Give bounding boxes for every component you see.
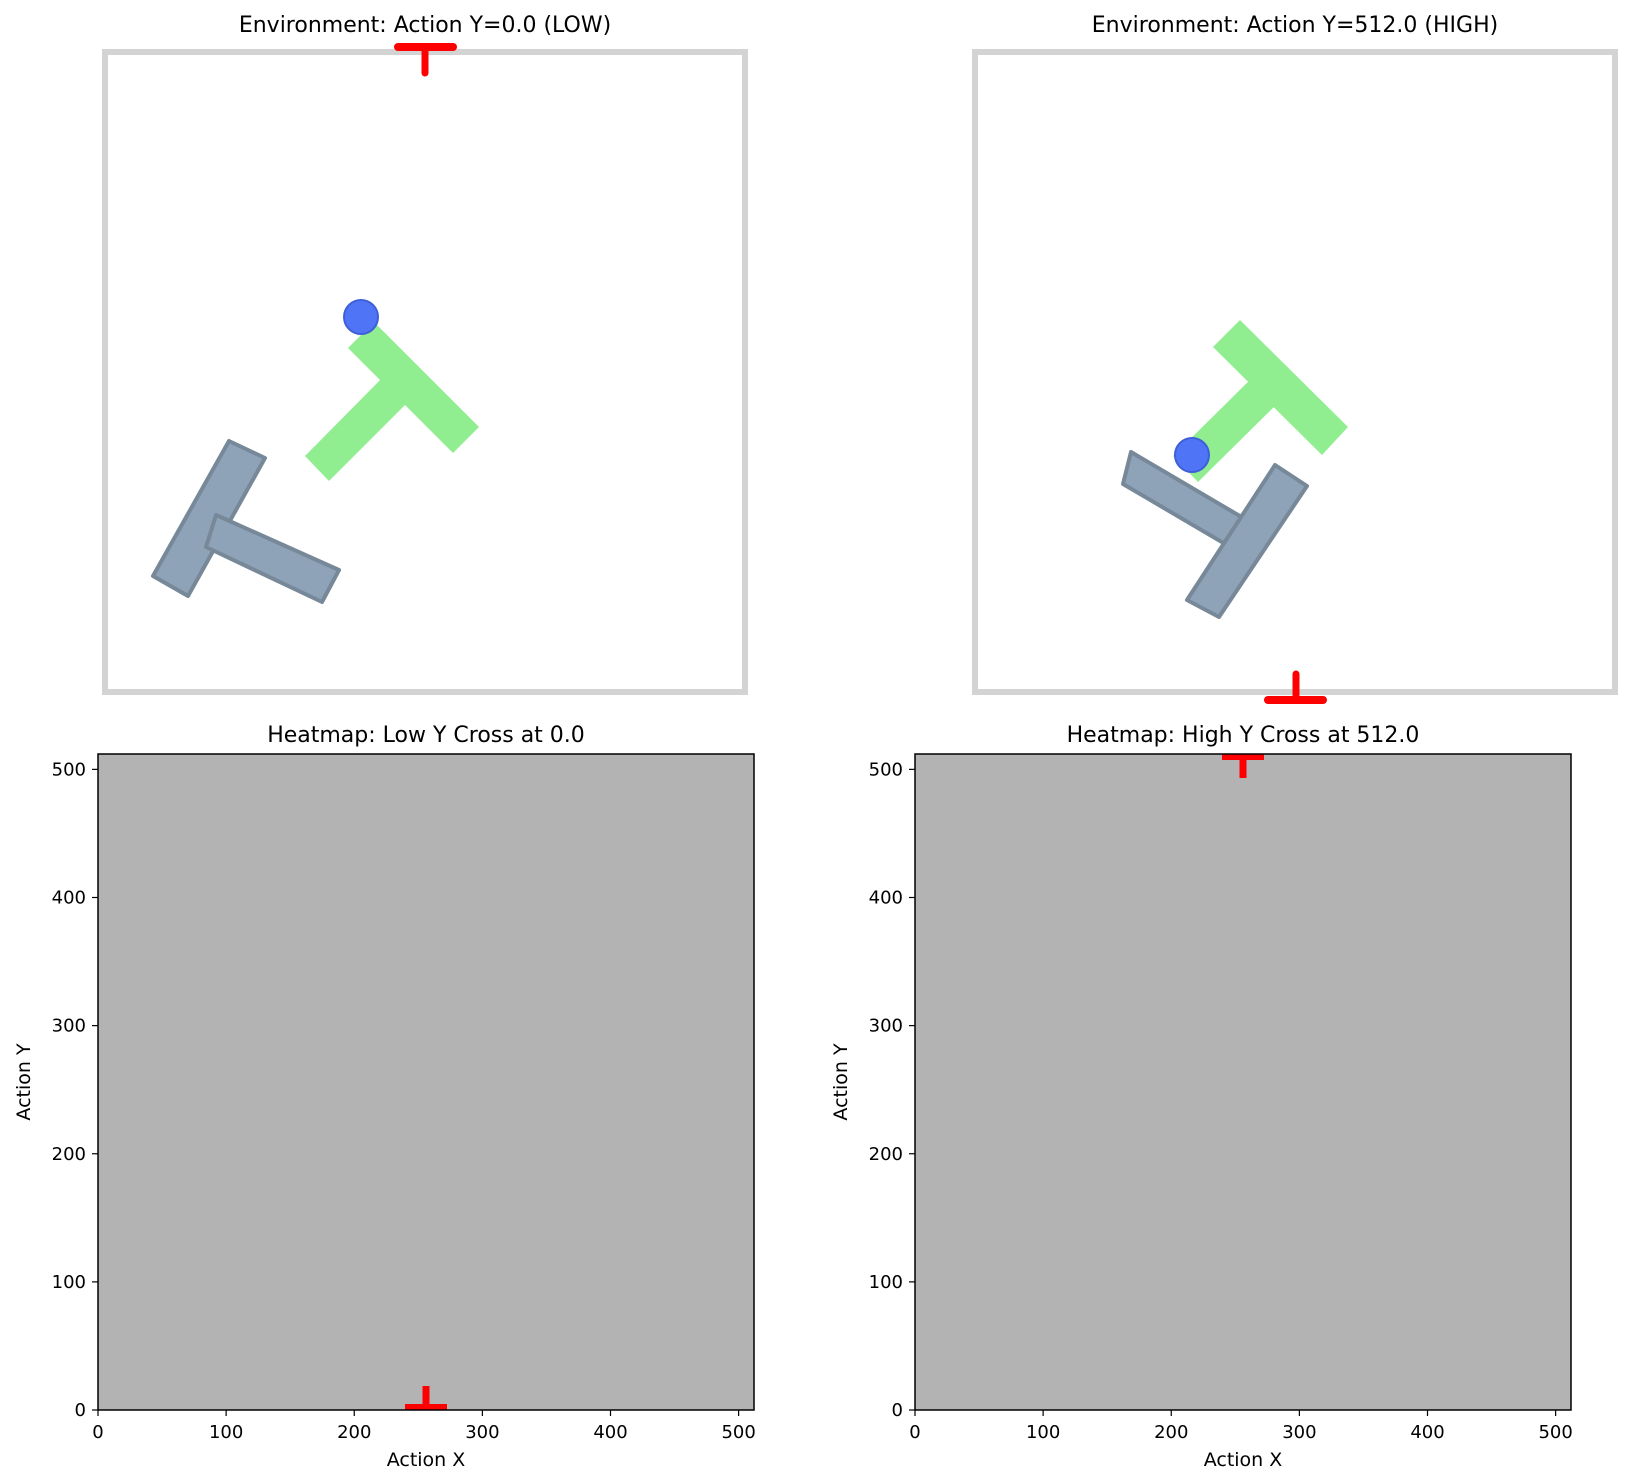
heatmap-low-action-marker <box>405 1386 447 1410</box>
heatmap-low-ytick-label: 100 <box>52 1272 86 1293</box>
env-low-title: Environment: Action Y=0.0 (LOW) <box>238 13 612 38</box>
heatmap-low-ytick-label: 200 <box>52 1144 86 1165</box>
env-high-block-t <box>1121 450 1309 619</box>
heatmap-low-xtick-label: 400 <box>593 1422 627 1443</box>
heatmap-low-xtick-label: 0 <box>92 1422 103 1443</box>
env-high-agent <box>1174 437 1210 473</box>
heatmap-low-xtick-label: 200 <box>337 1422 371 1443</box>
heatmap-low-frame <box>97 753 755 1411</box>
heatmap-high-xlabel: Action X <box>1204 1449 1283 1471</box>
heatmap-high-chart: Heatmap: High Y Cross at 512.0 0 100 200 300… <box>830 723 1573 1471</box>
heatmap-high-ytick-label: 500 <box>869 759 903 780</box>
heatmap-low-cells <box>98 754 754 1410</box>
env-high-scene <box>972 49 1618 704</box>
env-high-title: Environment: Action Y=512.0 (HIGH) <box>1091 13 1499 38</box>
env-high-action-marker <box>1264 670 1327 704</box>
env-low-goal-t <box>305 322 479 481</box>
heatmap-high-ytick-label: 200 <box>869 1144 903 1165</box>
heatmap-high-title: Heatmap: High Y Cross at 512.0 <box>1067 723 1420 748</box>
heatmap-low-ytick-label: 0 <box>75 1400 86 1421</box>
heatmap-low-ytick-label: 500 <box>52 759 86 780</box>
heatmap-high-ytick-label: 100 <box>869 1272 903 1293</box>
heatmap-high-xtick-label: 200 <box>1154 1422 1188 1443</box>
env-low-agent <box>343 299 379 335</box>
env-high-boundary <box>972 49 1618 695</box>
heatmap-low-xlabel: Action X <box>387 1449 466 1471</box>
heatmap-low-xtick-label: 500 <box>721 1422 755 1443</box>
heatmap-high-ytick-label: 300 <box>869 1016 903 1037</box>
heatmap-low-ytick-label: 300 <box>52 1016 86 1037</box>
env-low-action-marker <box>394 43 457 77</box>
heatmap-high-xtick-label: 0 <box>909 1422 920 1443</box>
heatmap-high-cells <box>915 754 1571 1410</box>
heatmap-high-action-marker <box>1222 754 1264 778</box>
heatmap-high-ylabel: Action Y <box>830 1043 852 1121</box>
heatmap-high-xtick-label: 100 <box>1026 1422 1060 1443</box>
heatmap-low-xtick-label: 300 <box>465 1422 499 1443</box>
heatmap-high-xtick-label: 500 <box>1538 1422 1572 1443</box>
heatmap-high-xtick-label: 300 <box>1282 1422 1316 1443</box>
heatmap-high-frame <box>914 753 1572 1411</box>
env-low-block-t <box>151 439 341 604</box>
env-low-scene <box>102 43 748 695</box>
heatmap-low-title: Heatmap: Low Y Cross at 0.0 <box>267 723 585 748</box>
heatmap-low-ytick-label: 400 <box>52 888 86 909</box>
heatmap-low-chart: Heatmap: Low Y Cross at 0.0 0 100 200 300 400… <box>13 723 756 1471</box>
heatmap-high-ytick-label: 400 <box>869 888 903 909</box>
heatmap-low-xtick-label: 100 <box>209 1422 243 1443</box>
heatmap-high-ytick-label: 0 <box>892 1400 903 1421</box>
heatmap-high-xtick-label: 400 <box>1410 1422 1444 1443</box>
heatmap-low-ylabel: Action Y <box>13 1043 35 1121</box>
env-low-boundary <box>102 49 748 695</box>
